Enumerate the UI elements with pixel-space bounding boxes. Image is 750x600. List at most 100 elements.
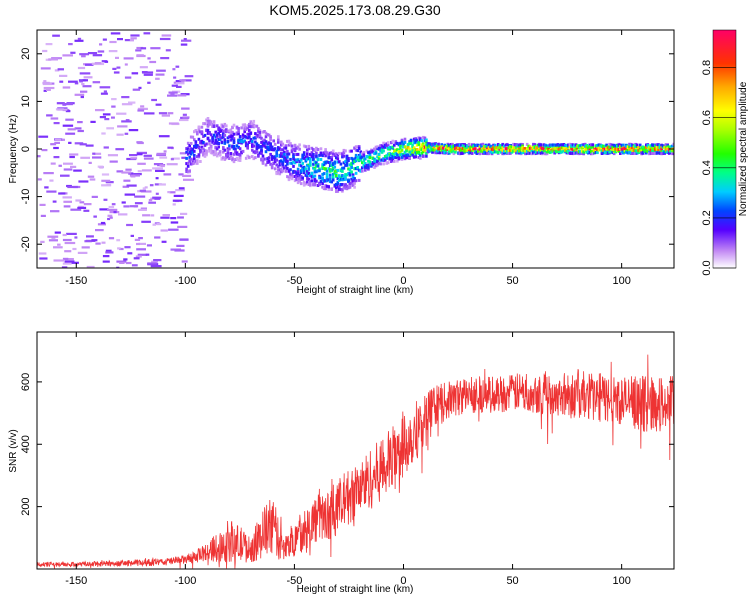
heatmap-cell [614,150,617,154]
heatmap-cell [357,158,361,162]
heatmap-cell [51,236,56,240]
heatmap-cell [248,129,251,132]
heatmap-cell [222,135,225,139]
heatmap-cell [376,147,379,151]
heatmap-cell [172,199,183,202]
heatmap-cell [100,92,108,95]
heatmap-cell [85,239,96,242]
heatmap-cell [104,118,110,121]
heatmap-cell [371,162,375,166]
heatmap-cell [467,151,471,155]
heatmap-cell [181,260,188,263]
heatmap-cell [306,155,309,159]
heatmap-cell [528,146,532,150]
heatmap-cell [217,152,220,156]
heatmap-cell [394,141,398,145]
heatmap-cell [283,166,286,170]
heatmap-cell [278,147,282,151]
heatmap-cell [82,79,88,82]
y-tick-label: 20 [20,48,32,60]
heatmap-cell [189,135,193,139]
heatmap-cell [68,141,72,144]
heatmap-cell [267,148,271,152]
heatmap-cell [412,150,416,154]
heatmap-cell [322,172,326,176]
heatmap-cell [380,148,384,152]
heatmap-cell [251,122,254,126]
heatmap-cell [570,152,573,155]
heatmap-cell [396,159,399,163]
heatmap-cell [619,145,622,149]
heatmap-cell [50,117,59,120]
heatmap-cell [577,150,581,154]
heatmap-cell [452,152,456,156]
heatmap-cell [167,191,171,194]
heatmap-cell [501,148,504,152]
heatmap-cell [293,158,297,162]
heatmap-cell [237,130,240,134]
heatmap-cell [280,148,283,152]
heatmap-cell [138,208,147,211]
colorbar-tick-label: 0.0 [701,260,713,275]
heatmap-cell [188,155,191,159]
heatmap-cell [137,253,147,256]
heatmap-cell [273,155,277,159]
heatmap-cell [449,147,453,151]
heatmap-cell [290,161,294,165]
heatmap-cell [313,168,317,171]
heatmap-cell [481,148,485,152]
heatmap-cell [419,156,422,160]
heatmap-cell [200,130,204,134]
heatmap-cell [344,163,347,167]
heatmap-cell [660,147,663,151]
heatmap-cell [344,183,347,187]
heatmap-cell [391,155,395,159]
heatmap-cell [267,146,271,149]
heatmap-cell [99,86,111,89]
heatmap-cell [231,137,234,141]
heatmap-cell [585,145,588,149]
heatmap-cell [181,39,192,42]
heatmap-cell [77,129,84,133]
heatmap-cell [217,138,220,141]
heatmap-cell [495,150,498,154]
heatmap-cell [57,108,68,111]
heatmap-cell [313,178,317,182]
heatmap-cell [293,149,297,153]
heatmap-cell [226,155,230,159]
heatmap-cell [214,130,217,134]
heatmap-cell [112,67,117,70]
heatmap-cell [292,155,295,159]
heatmap-cell [136,242,140,246]
heatmap-cell [277,135,280,139]
heatmap-cell [196,160,199,164]
heatmap-cell [189,162,193,166]
heatmap-cell [134,238,141,241]
heatmap-cell [631,146,634,150]
heatmap-cell [40,214,46,217]
heatmap-cell [125,168,132,171]
heatmap-cell [469,151,472,155]
heatmap-cell [121,201,126,204]
heatmap-cell [634,151,637,155]
heatmap-cell [449,143,453,146]
heatmap-cell [220,140,224,144]
heatmap-cell [248,122,251,126]
heatmap-cell [191,158,195,162]
heatmap-cell [611,148,614,152]
heatmap-cell [443,144,446,147]
heatmap-cell [359,156,362,160]
heatmap-cell [43,172,54,175]
heatmap-cell [602,148,605,152]
heatmap-cell [95,229,104,232]
heatmap-cell [512,142,515,146]
heatmap-cell [379,158,382,162]
heatmap-cell [296,145,300,149]
heatmap-cell [292,160,295,164]
heatmap-cell [516,150,520,154]
heatmap-cell [353,146,356,150]
heatmap-cell [237,145,240,149]
heatmap-cell [493,150,497,154]
